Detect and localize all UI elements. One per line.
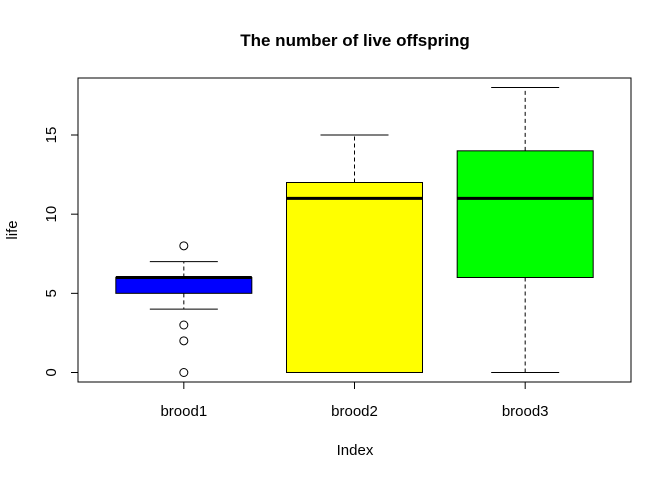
outlier-point — [179, 368, 189, 377]
x-tick-label: brood3 — [502, 403, 549, 420]
box-brood1 — [115, 277, 253, 294]
outlier-point — [179, 320, 189, 330]
x-axis-label: Index — [337, 442, 374, 459]
y-tick-label: 10 — [43, 206, 60, 223]
outlier-point — [179, 241, 189, 251]
chart-title: The number of live offspring — [240, 31, 470, 50]
box-brood3 — [456, 150, 594, 278]
box-brood2 — [286, 182, 423, 373]
y-tick-label: 0 — [43, 368, 60, 376]
y-tick-label: 5 — [43, 289, 60, 297]
y-axis-label: life — [4, 220, 21, 239]
outlier-point — [179, 336, 189, 346]
x-tick-label: brood2 — [331, 403, 378, 420]
plot-layer: 0 5 10 15 brood1 brood2 brood3 — [43, 87, 594, 420]
y-tick-label: 15 — [43, 127, 60, 144]
x-tick-label: brood1 — [160, 403, 207, 420]
